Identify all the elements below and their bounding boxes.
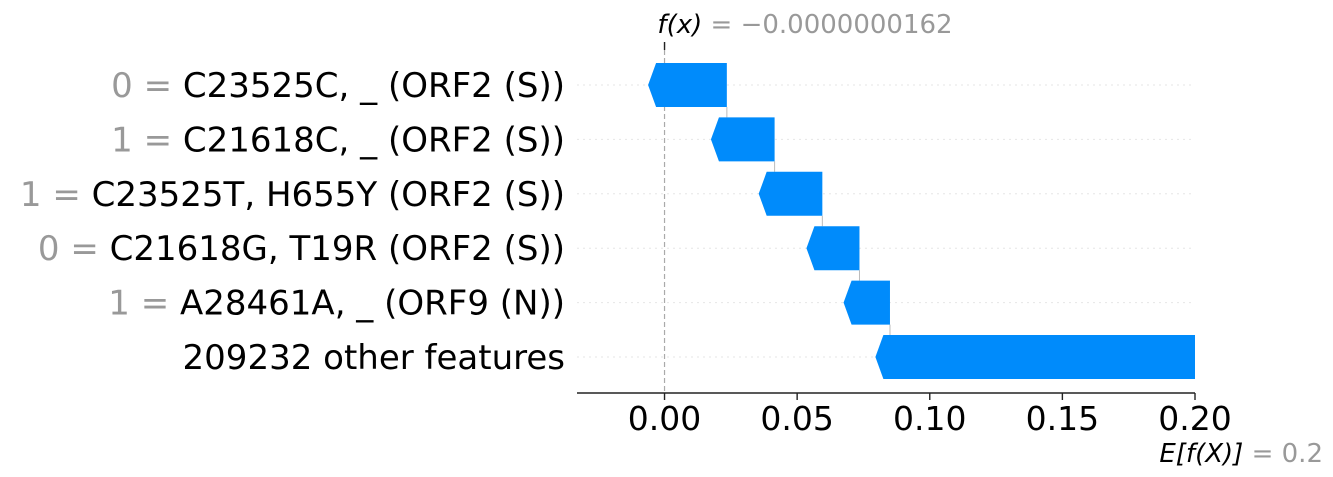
feature-value-label: 1 = [111, 120, 183, 160]
contribution-bar [843, 280, 890, 325]
contribution-bar [806, 226, 860, 271]
feature-name-label: C23525C, _ (ORF2 (S)) [183, 66, 565, 106]
x-tick-label: 0.10 [893, 399, 966, 438]
feature-name-label: C23525T, H655Y (ORF2 (S)) [92, 175, 565, 215]
feature-label: 209232 other features [183, 338, 565, 378]
feature-value-label: 0 = [38, 229, 110, 269]
expected-value-annotation: E[f(X)] = 0.2 [1159, 439, 1323, 469]
fx-value: = −0.0000000162 [711, 10, 953, 40]
fx-annotation: f(x) = −0.0000000162 [657, 10, 952, 40]
feature-name-label: A28461A, _ (ORF9 (N)) [180, 284, 565, 324]
feature-value-label: 0 = [111, 66, 183, 106]
feature-label: 1 = C23525T, H655Y (ORF2 (S)) [20, 175, 565, 215]
feature-label: 1 = C21618C, _ (ORF2 (S)) [111, 120, 565, 160]
x-tick-label: 0.00 [628, 399, 701, 438]
contribution-bar [710, 117, 775, 162]
feature-label: 0 = C21618G, T19R (ORF2 (S)) [38, 229, 565, 269]
fx-label: f(x) [657, 10, 702, 40]
feature-value-label: 1 = [108, 284, 180, 324]
feature-labels: 0 = C23525C, _ (ORF2 (S))1 = C21618C, _ … [20, 66, 565, 378]
x-axis-ticks: 0.00 0.05 0.10 0.15 0.20 [628, 393, 1232, 438]
feature-label: 1 = A28461A, _ (ORF9 (N)) [108, 284, 565, 324]
feature-label: 0 = C23525C, _ (ORF2 (S)) [111, 66, 565, 106]
x-axis: 0.00 0.05 0.10 0.15 0.20 [577, 392, 1232, 438]
bar-connectors [726, 107, 891, 335]
feature-name-label: C21618C, _ (ORF2 (S)) [183, 120, 565, 160]
feature-value-label: 1 = [20, 175, 92, 215]
x-tick-label: 0.20 [1158, 399, 1231, 438]
feature-name-label: 209232 other features [183, 338, 565, 378]
contribution-bar [875, 335, 1195, 379]
feature-name-label: C21618G, T19R (ORF2 (S)) [110, 229, 565, 269]
expected-value-value: = 0.2 [1252, 439, 1323, 469]
contribution-bars [648, 63, 1195, 379]
contribution-bar [648, 63, 727, 107]
contribution-bar [758, 171, 823, 216]
x-tick-label: 0.15 [1026, 399, 1099, 438]
expected-value-label: E[f(X)] [1159, 439, 1243, 469]
x-tick-label: 0.05 [760, 399, 833, 438]
